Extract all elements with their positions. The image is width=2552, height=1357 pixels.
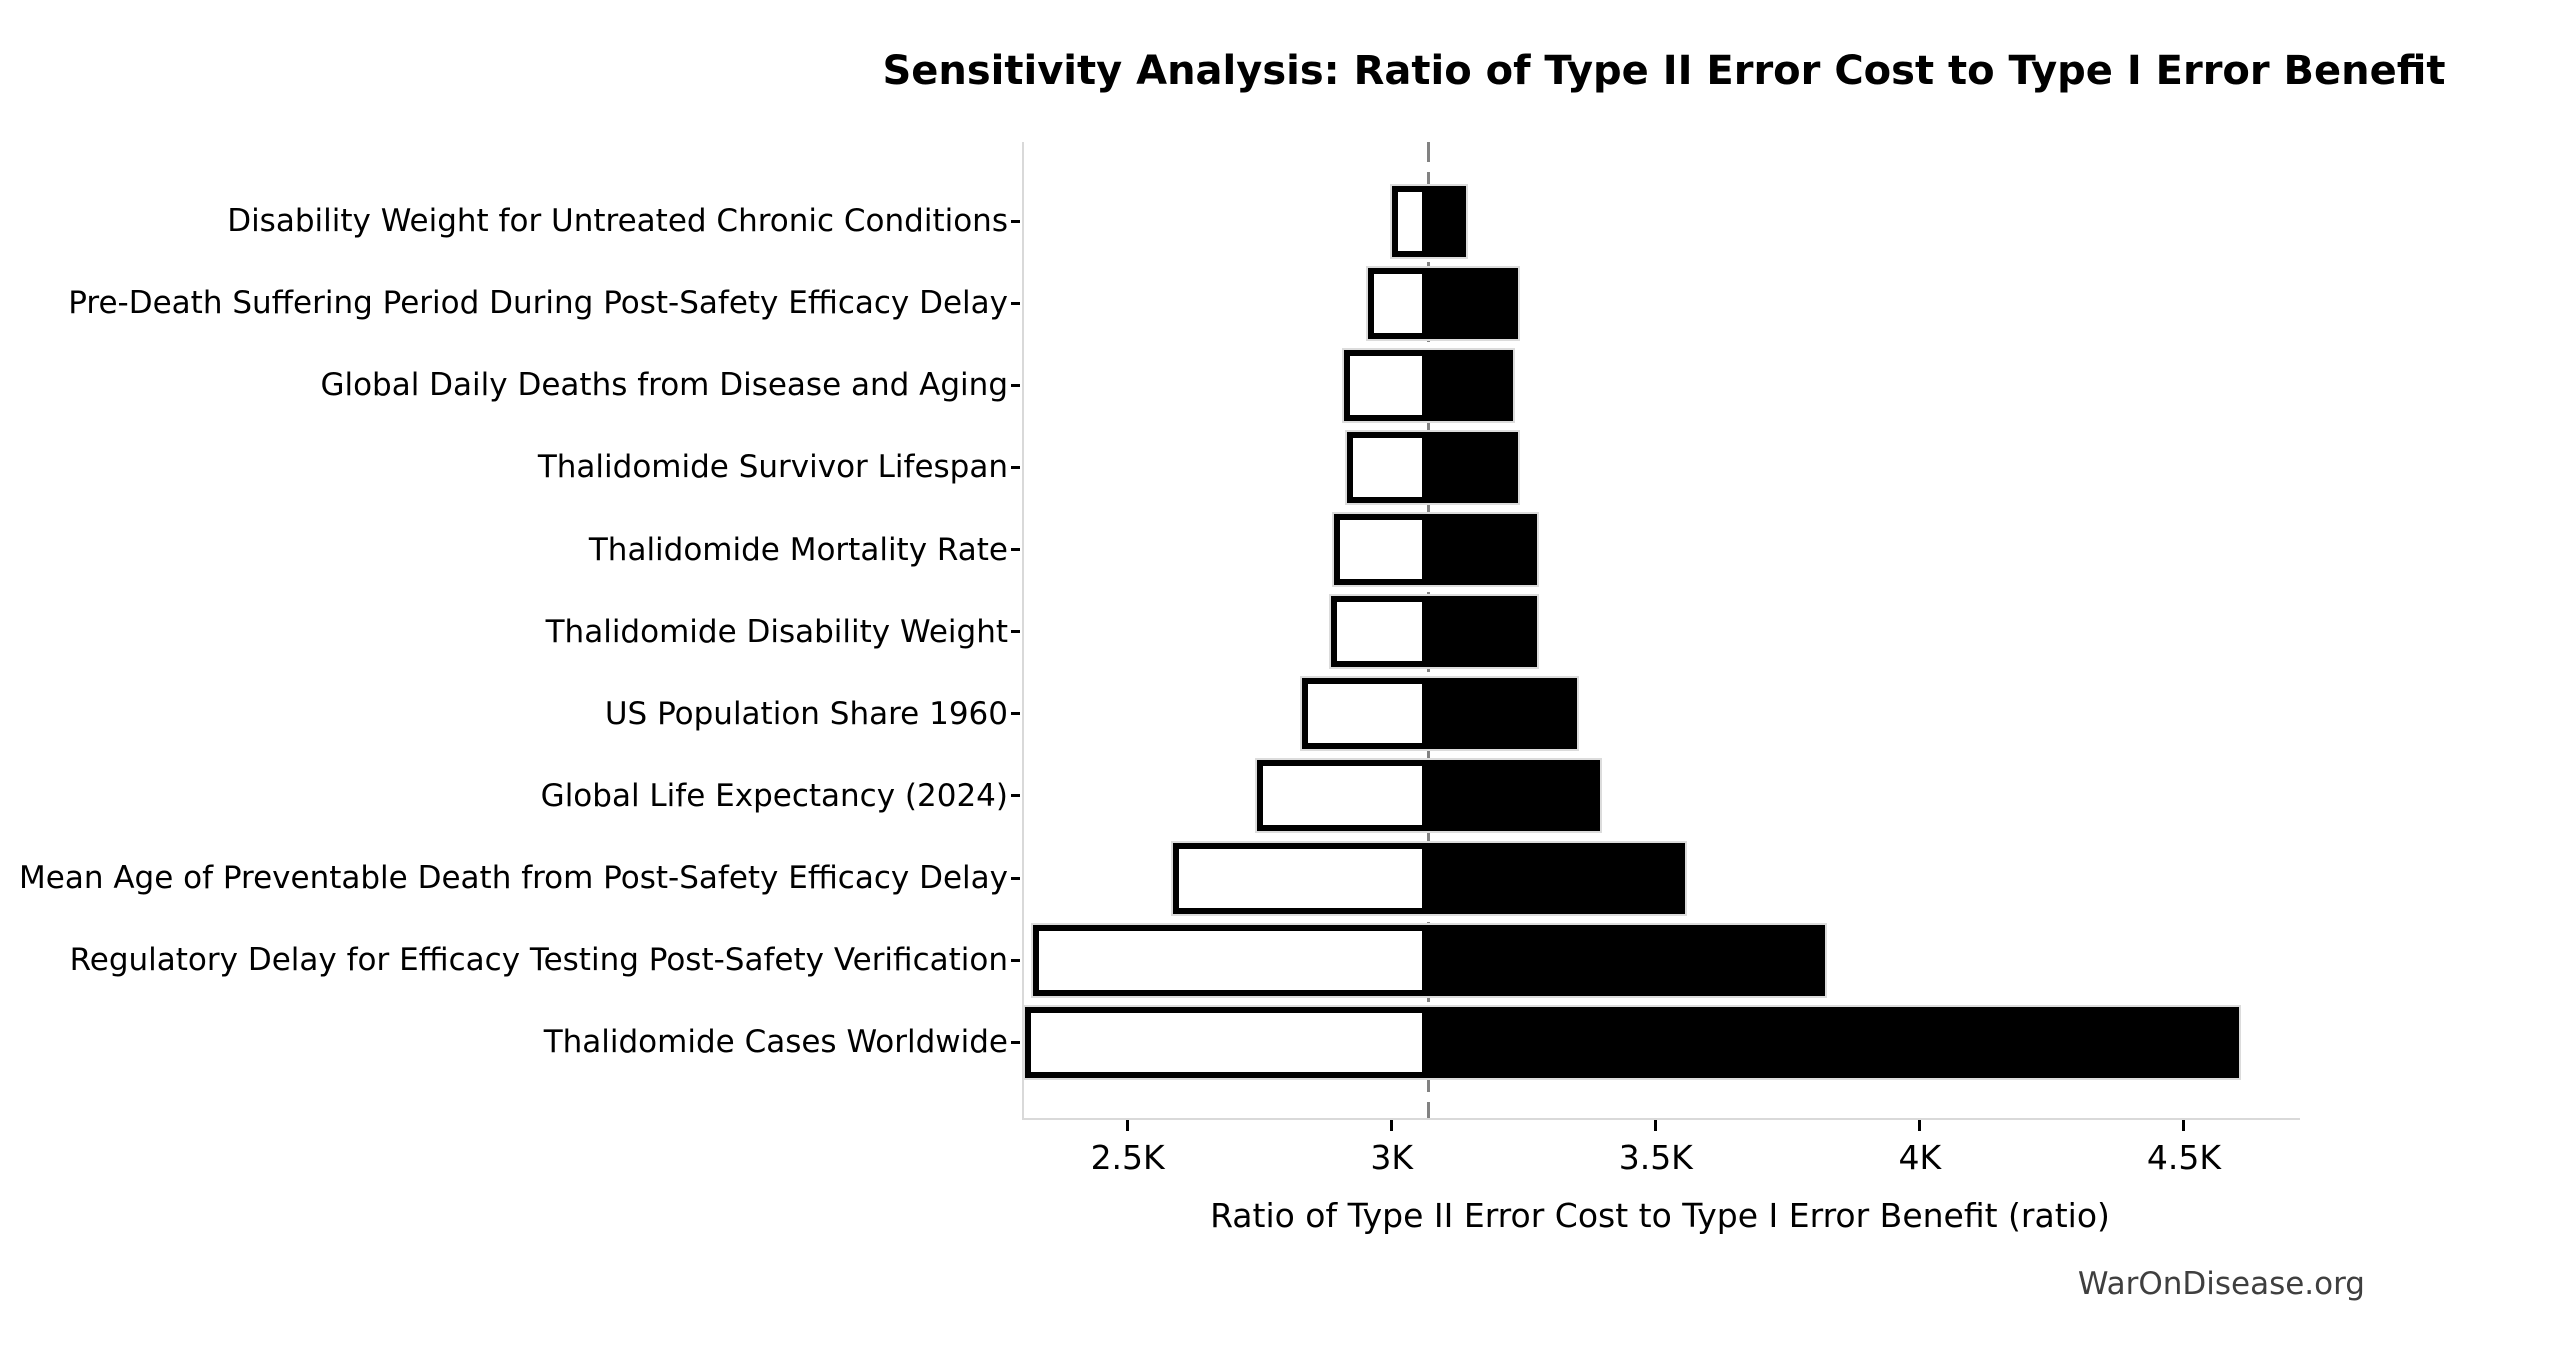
tornado-bar [1328,594,1539,670]
y-axis-tick [1011,712,1020,716]
tornado-bar [1389,183,1468,259]
tornado-bar [1365,265,1521,341]
bar-low-segment [1333,514,1429,586]
chart-title: Sensitivity Analysis: Ratio of Type II E… [882,48,2446,94]
bar-low-segment [1346,431,1429,503]
y-axis-label: Thalidomide Disability Weight [545,613,1008,650]
y-axis-label: Pre-Death Suffering Period During Post-S… [68,285,1008,322]
y-axis-label: Thalidomide Survivor Lifespan [537,449,1008,486]
y-axis-label: Regulatory Delay for Efficacy Testing Po… [69,942,1008,979]
bar-low-segment [1024,1006,1429,1078]
y-axis-tick [1011,958,1020,962]
tornado-bar [1255,758,1603,834]
y-axis-tick [1011,794,1020,798]
plot-area [1022,142,2300,1120]
y-axis-label: Disability Weight for Untreated Chronic … [227,203,1008,239]
tornado-bar [1030,922,1827,998]
x-tick-label: 4K [1898,1138,1942,1177]
x-tick-label: 4.5K [2146,1138,2221,1177]
y-axis-label: Mean Age of Preventable Death from Post-… [19,860,1008,897]
x-axis-tick [1918,1120,1922,1131]
y-axis-label: US Population Share 1960 [604,695,1008,732]
watermark-text: WarOnDisease.org [2077,1266,2365,1302]
y-axis-tick [1011,465,1020,469]
bar-low-segment [1367,267,1429,339]
x-tick-label: 2.5K [1090,1138,1165,1177]
y-axis-label: Global Daily Deaths from Disease and Agi… [320,367,1008,404]
x-axis-tick [1390,1120,1394,1131]
bar-low-segment [1391,185,1429,257]
tornado-bar [1331,512,1539,588]
y-axis-tick [1011,1040,1020,1044]
tornado-bar [1344,429,1521,505]
tornado-bar [1022,1004,2242,1080]
bar-low-segment [1257,760,1429,832]
y-axis-label: Thalidomide Mortality Rate [588,531,1008,568]
x-axis-tick [1654,1120,1658,1131]
x-tick-label: 3.5K [1618,1138,1693,1177]
x-axis-label: Ratio of Type II Error Cost to Type I Er… [1210,1196,2110,1235]
y-axis-tick [1011,630,1020,634]
y-axis-label: Thalidomide Cases Worldwide [543,1024,1008,1061]
bar-low-segment [1344,349,1429,421]
bar-low-segment [1330,596,1429,668]
y-axis-tick [1011,219,1020,223]
y-axis-label: Global Life Expectancy (2024) [540,777,1008,814]
y-axis-tick [1011,301,1020,305]
bar-low-segment [1032,924,1429,996]
x-tick-label: 3K [1370,1138,1413,1177]
bar-low-segment [1301,678,1429,750]
y-axis-tick [1011,383,1020,387]
y-axis-tick [1011,548,1020,552]
x-axis-tick [2182,1120,2186,1131]
tornado-bar [1299,676,1579,752]
tornado-bar [1170,840,1687,916]
bar-low-segment [1172,842,1429,914]
tornado-bar [1342,347,1516,423]
y-axis-tick [1011,876,1020,880]
x-axis-tick [1126,1120,1130,1131]
